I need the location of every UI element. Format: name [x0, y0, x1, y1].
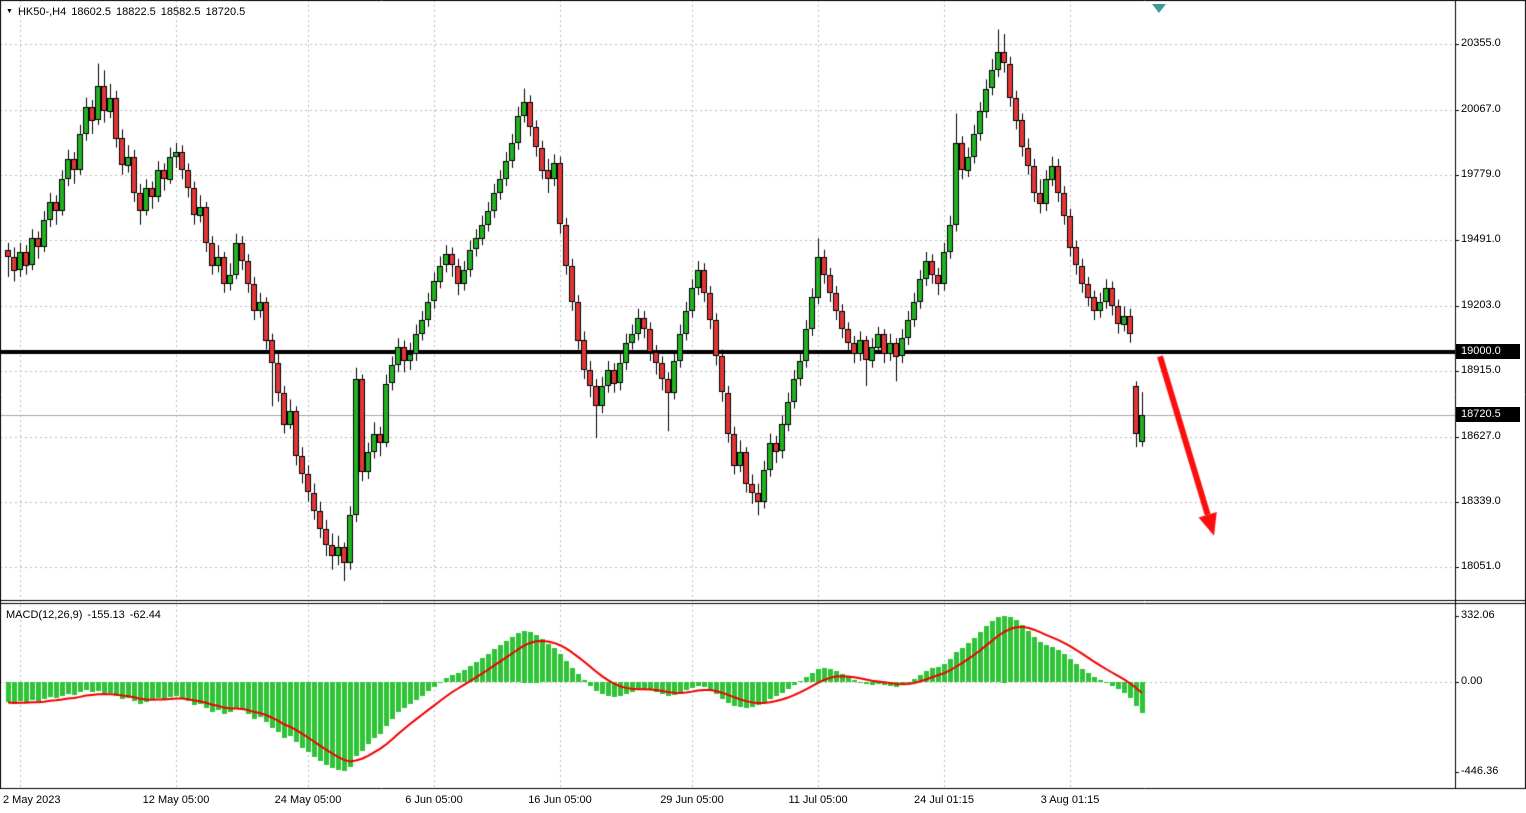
chart-canvas[interactable] [0, 0, 1526, 813]
chart-window: ▼ HK50-,H4 18602.5 18822.5 18582.5 18720.5 MA… [0, 0, 1526, 813]
